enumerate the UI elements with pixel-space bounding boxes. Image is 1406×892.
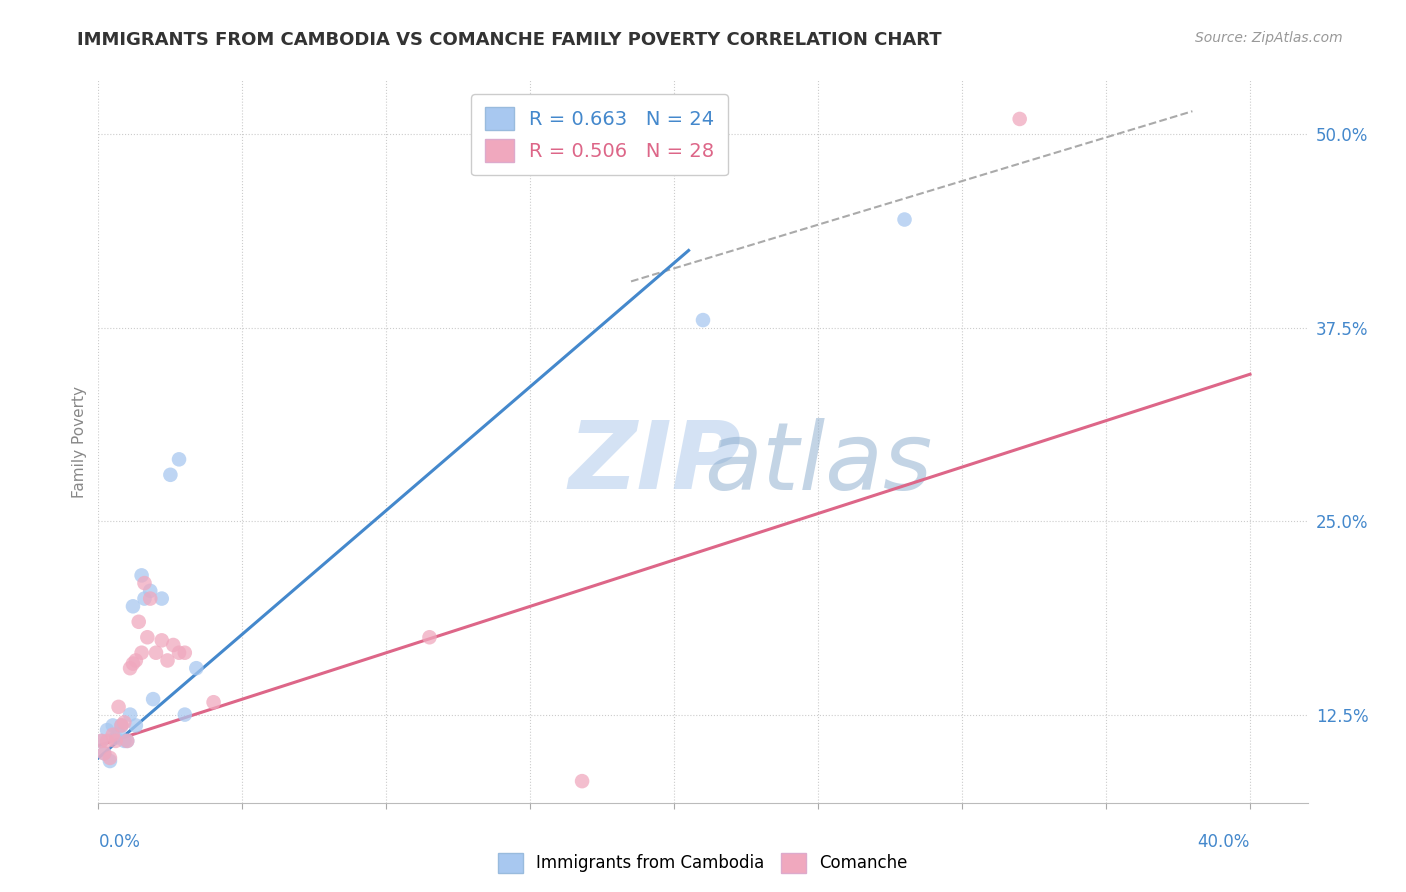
Point: [96, 734, 118, 748]
Point: [173, 707, 195, 722]
Text: 0.0%: 0.0%: [98, 833, 141, 851]
Point: [115, 734, 138, 748]
Point: [90, 734, 112, 748]
Text: IMMIGRANTS FROM CAMBODIA VS COMANCHE FAMILY POVERTY CORRELATION CHART: IMMIGRANTS FROM CAMBODIA VS COMANCHE FAM…: [77, 31, 942, 49]
Point: [125, 653, 148, 667]
Legend: R = 0.663   N = 24, R = 0.506   N = 28: R = 0.663 N = 24, R = 0.506 N = 28: [471, 94, 728, 176]
Point: [122, 657, 145, 671]
Point: [101, 718, 124, 732]
Point: [96, 723, 118, 737]
Point: [134, 591, 156, 606]
Point: [90, 734, 112, 748]
Point: [128, 615, 150, 629]
Point: [125, 718, 148, 732]
Point: [142, 692, 165, 706]
Point: [107, 726, 129, 740]
Point: [167, 452, 190, 467]
Point: [150, 633, 173, 648]
Point: [104, 734, 127, 748]
Point: [104, 731, 127, 745]
Point: [173, 646, 195, 660]
Point: [93, 746, 115, 760]
Point: [122, 599, 145, 614]
Text: 40.0%: 40.0%: [1198, 833, 1250, 851]
Point: [110, 718, 132, 732]
Point: [98, 751, 121, 765]
Point: [107, 699, 129, 714]
Point: [101, 728, 124, 742]
Point: [145, 646, 167, 660]
Point: [167, 646, 190, 660]
Point: [134, 576, 156, 591]
Y-axis label: Family Poverty: Family Poverty: [72, 385, 87, 498]
Point: [186, 661, 208, 675]
Point: [571, 774, 593, 789]
Point: [120, 661, 142, 675]
Point: [162, 638, 184, 652]
Point: [110, 718, 132, 732]
Point: [115, 734, 138, 748]
Text: atlas: atlas: [704, 417, 932, 508]
Point: [98, 754, 121, 768]
Point: [139, 583, 162, 598]
Point: [150, 591, 173, 606]
Point: [93, 746, 115, 760]
Point: [692, 313, 714, 327]
Point: [202, 695, 225, 709]
Point: [112, 734, 135, 748]
Point: [131, 646, 153, 660]
Text: ZIP: ZIP: [568, 417, 741, 509]
Legend: Immigrants from Cambodia, Comanche: Immigrants from Cambodia, Comanche: [491, 847, 915, 880]
Point: [159, 467, 181, 482]
Point: [156, 653, 179, 667]
Point: [1008, 112, 1031, 126]
Point: [893, 212, 915, 227]
Text: Source: ZipAtlas.com: Source: ZipAtlas.com: [1195, 31, 1343, 45]
Point: [112, 715, 135, 730]
Point: [131, 568, 153, 582]
Point: [136, 630, 159, 644]
Point: [418, 630, 440, 644]
Point: [139, 591, 162, 606]
Point: [120, 707, 142, 722]
